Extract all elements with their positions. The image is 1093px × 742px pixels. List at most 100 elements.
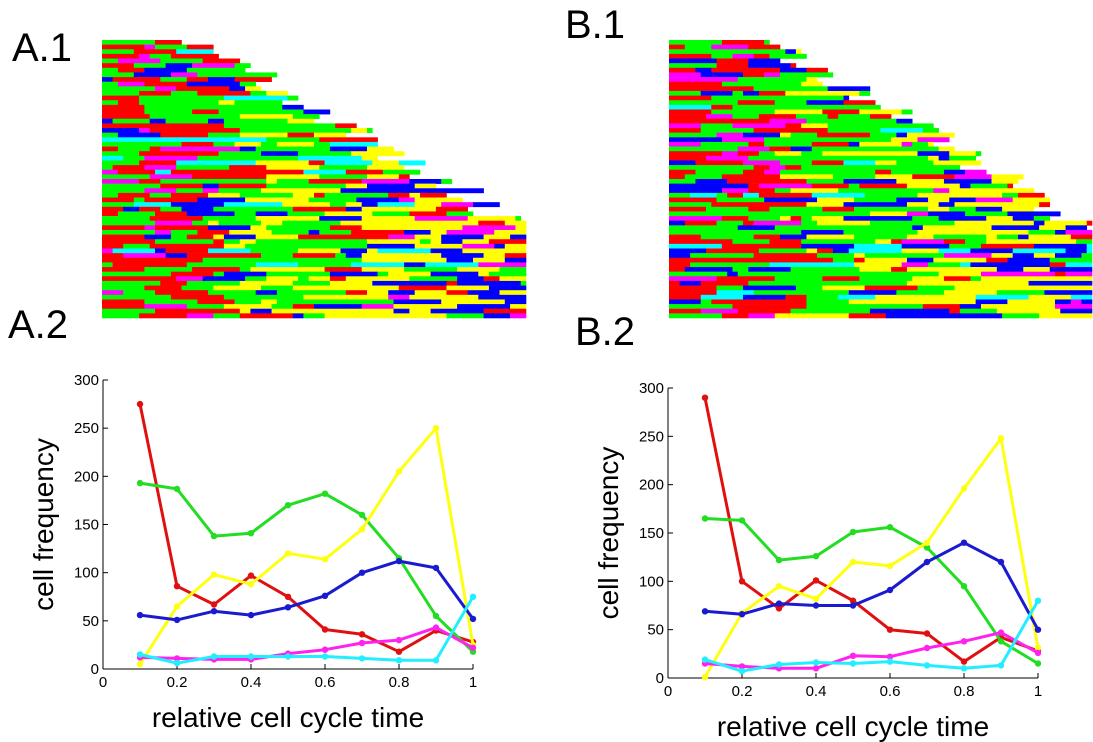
heatmap-cell (795, 155, 839, 161)
heatmap-cell (758, 151, 776, 157)
heatmap-cell (483, 253, 506, 259)
heatmap-cell (404, 267, 458, 272)
heatmap-cell (398, 197, 415, 203)
heatmap-cell (361, 202, 378, 208)
heatmap-cell (695, 179, 728, 184)
heatmap-cell (832, 174, 844, 180)
data-point-cyan (812, 659, 820, 666)
heatmap-cell (669, 197, 717, 203)
heatmap-cell (308, 276, 331, 282)
heatmap-cell (891, 155, 929, 161)
data-point-yellow (812, 595, 820, 602)
heatmap-cell (494, 243, 506, 249)
heatmap-cell (102, 239, 156, 245)
heatmap-cell (149, 192, 172, 198)
heatmap-cell (287, 132, 315, 138)
heatmap-cell (949, 243, 982, 249)
heatmap-cell (832, 248, 850, 254)
heatmap-cell (928, 206, 950, 212)
heatmap-cell (266, 179, 278, 184)
heatmap-cell (711, 299, 744, 305)
heatmap-cell (314, 192, 325, 198)
heatmap-cell (186, 67, 209, 73)
heatmap-cell (510, 234, 527, 240)
heatmap-cell (1081, 253, 1093, 259)
heatmap-cell (102, 137, 140, 143)
heatmap-cell (716, 220, 744, 226)
data-point-blue (997, 558, 1005, 566)
heatmap-cell (218, 151, 262, 157)
heatmap-cell (1086, 220, 1093, 226)
heatmap-cell (743, 262, 770, 268)
heatmap-cell (1081, 313, 1093, 319)
heatmap-cell (780, 253, 818, 259)
heatmap-cell (806, 248, 818, 254)
heatmap-cell (669, 53, 686, 59)
heatmap-cell (1017, 234, 1029, 240)
heatmap-cell (314, 141, 331, 147)
heatmap-cell (780, 169, 818, 175)
heatmap-cell (494, 248, 527, 254)
heatmap-cell (991, 225, 1040, 231)
heatmap-cell (414, 197, 447, 203)
heatmap-cell (197, 90, 251, 96)
heatmap-cell (457, 276, 484, 282)
line-chart-b2: 0 50 100 150 200 250 300 0 0.2 0.4 0.6 0.8 1 relative… (593, 380, 1042, 742)
heatmap-cell (197, 72, 246, 78)
heatmap-cell (669, 294, 702, 300)
heatmap-cell (351, 128, 368, 133)
heatmap-cell (102, 109, 145, 115)
heatmap-cell (483, 276, 500, 282)
heatmap-cell (186, 280, 209, 286)
heatmap-cell (351, 229, 405, 235)
heatmap-cell (367, 128, 373, 133)
heatmap-cell (308, 197, 357, 203)
heatmap-cell (245, 100, 283, 106)
heatmap-cell (743, 132, 781, 138)
heatmap-cell (748, 141, 765, 147)
x-tick-label: 0.6 (315, 674, 336, 691)
heatmap-cell (1002, 313, 1040, 319)
heatmap-cell (817, 299, 850, 305)
heatmap-cell (292, 285, 347, 291)
heatmap-cell (896, 271, 939, 277)
y-tick-label: 300 (74, 372, 99, 389)
heatmap-cell (102, 118, 113, 124)
data-point-cyan (136, 651, 144, 658)
heatmap-cell (361, 179, 410, 184)
heatmap-cell (690, 243, 723, 249)
heatmap-cell (245, 197, 267, 203)
data-point-blue (775, 600, 783, 607)
heatmap-cell (737, 146, 770, 152)
heatmap-cell (139, 206, 161, 212)
heatmap-cell (901, 248, 913, 254)
heatmap-cell (716, 280, 749, 286)
heatmap-cell (102, 53, 140, 59)
heatmap-cell (769, 239, 802, 245)
heatmap-cell (102, 160, 140, 166)
heatmap-cell (176, 49, 214, 55)
heatmap-cell (478, 220, 506, 226)
heatmap-cell (843, 229, 892, 235)
heatmap-cell (922, 304, 961, 310)
heatmap-cell (149, 128, 166, 133)
heatmap-cell (139, 53, 150, 59)
heatmap-cell (959, 304, 982, 310)
heatmap-cell (869, 123, 897, 129)
heatmap-cell (102, 253, 124, 259)
heatmap-cell (361, 257, 415, 263)
heatmap-cell (155, 169, 172, 175)
heatmap-cell (669, 123, 702, 129)
heatmap-cell (1002, 243, 1035, 249)
heatmap-cell (912, 216, 939, 221)
heatmap-cell (155, 290, 209, 296)
heatmap-cell (727, 179, 754, 184)
heatmap-cell (780, 257, 834, 263)
heatmap-cell (414, 220, 431, 226)
heatmap-cell (314, 304, 347, 310)
heatmap-cell (748, 183, 760, 189)
heatmap-cell (102, 216, 150, 221)
heatmap-cell (669, 137, 723, 143)
heatmap-cell (102, 206, 124, 212)
heatmap-cell (949, 299, 976, 305)
